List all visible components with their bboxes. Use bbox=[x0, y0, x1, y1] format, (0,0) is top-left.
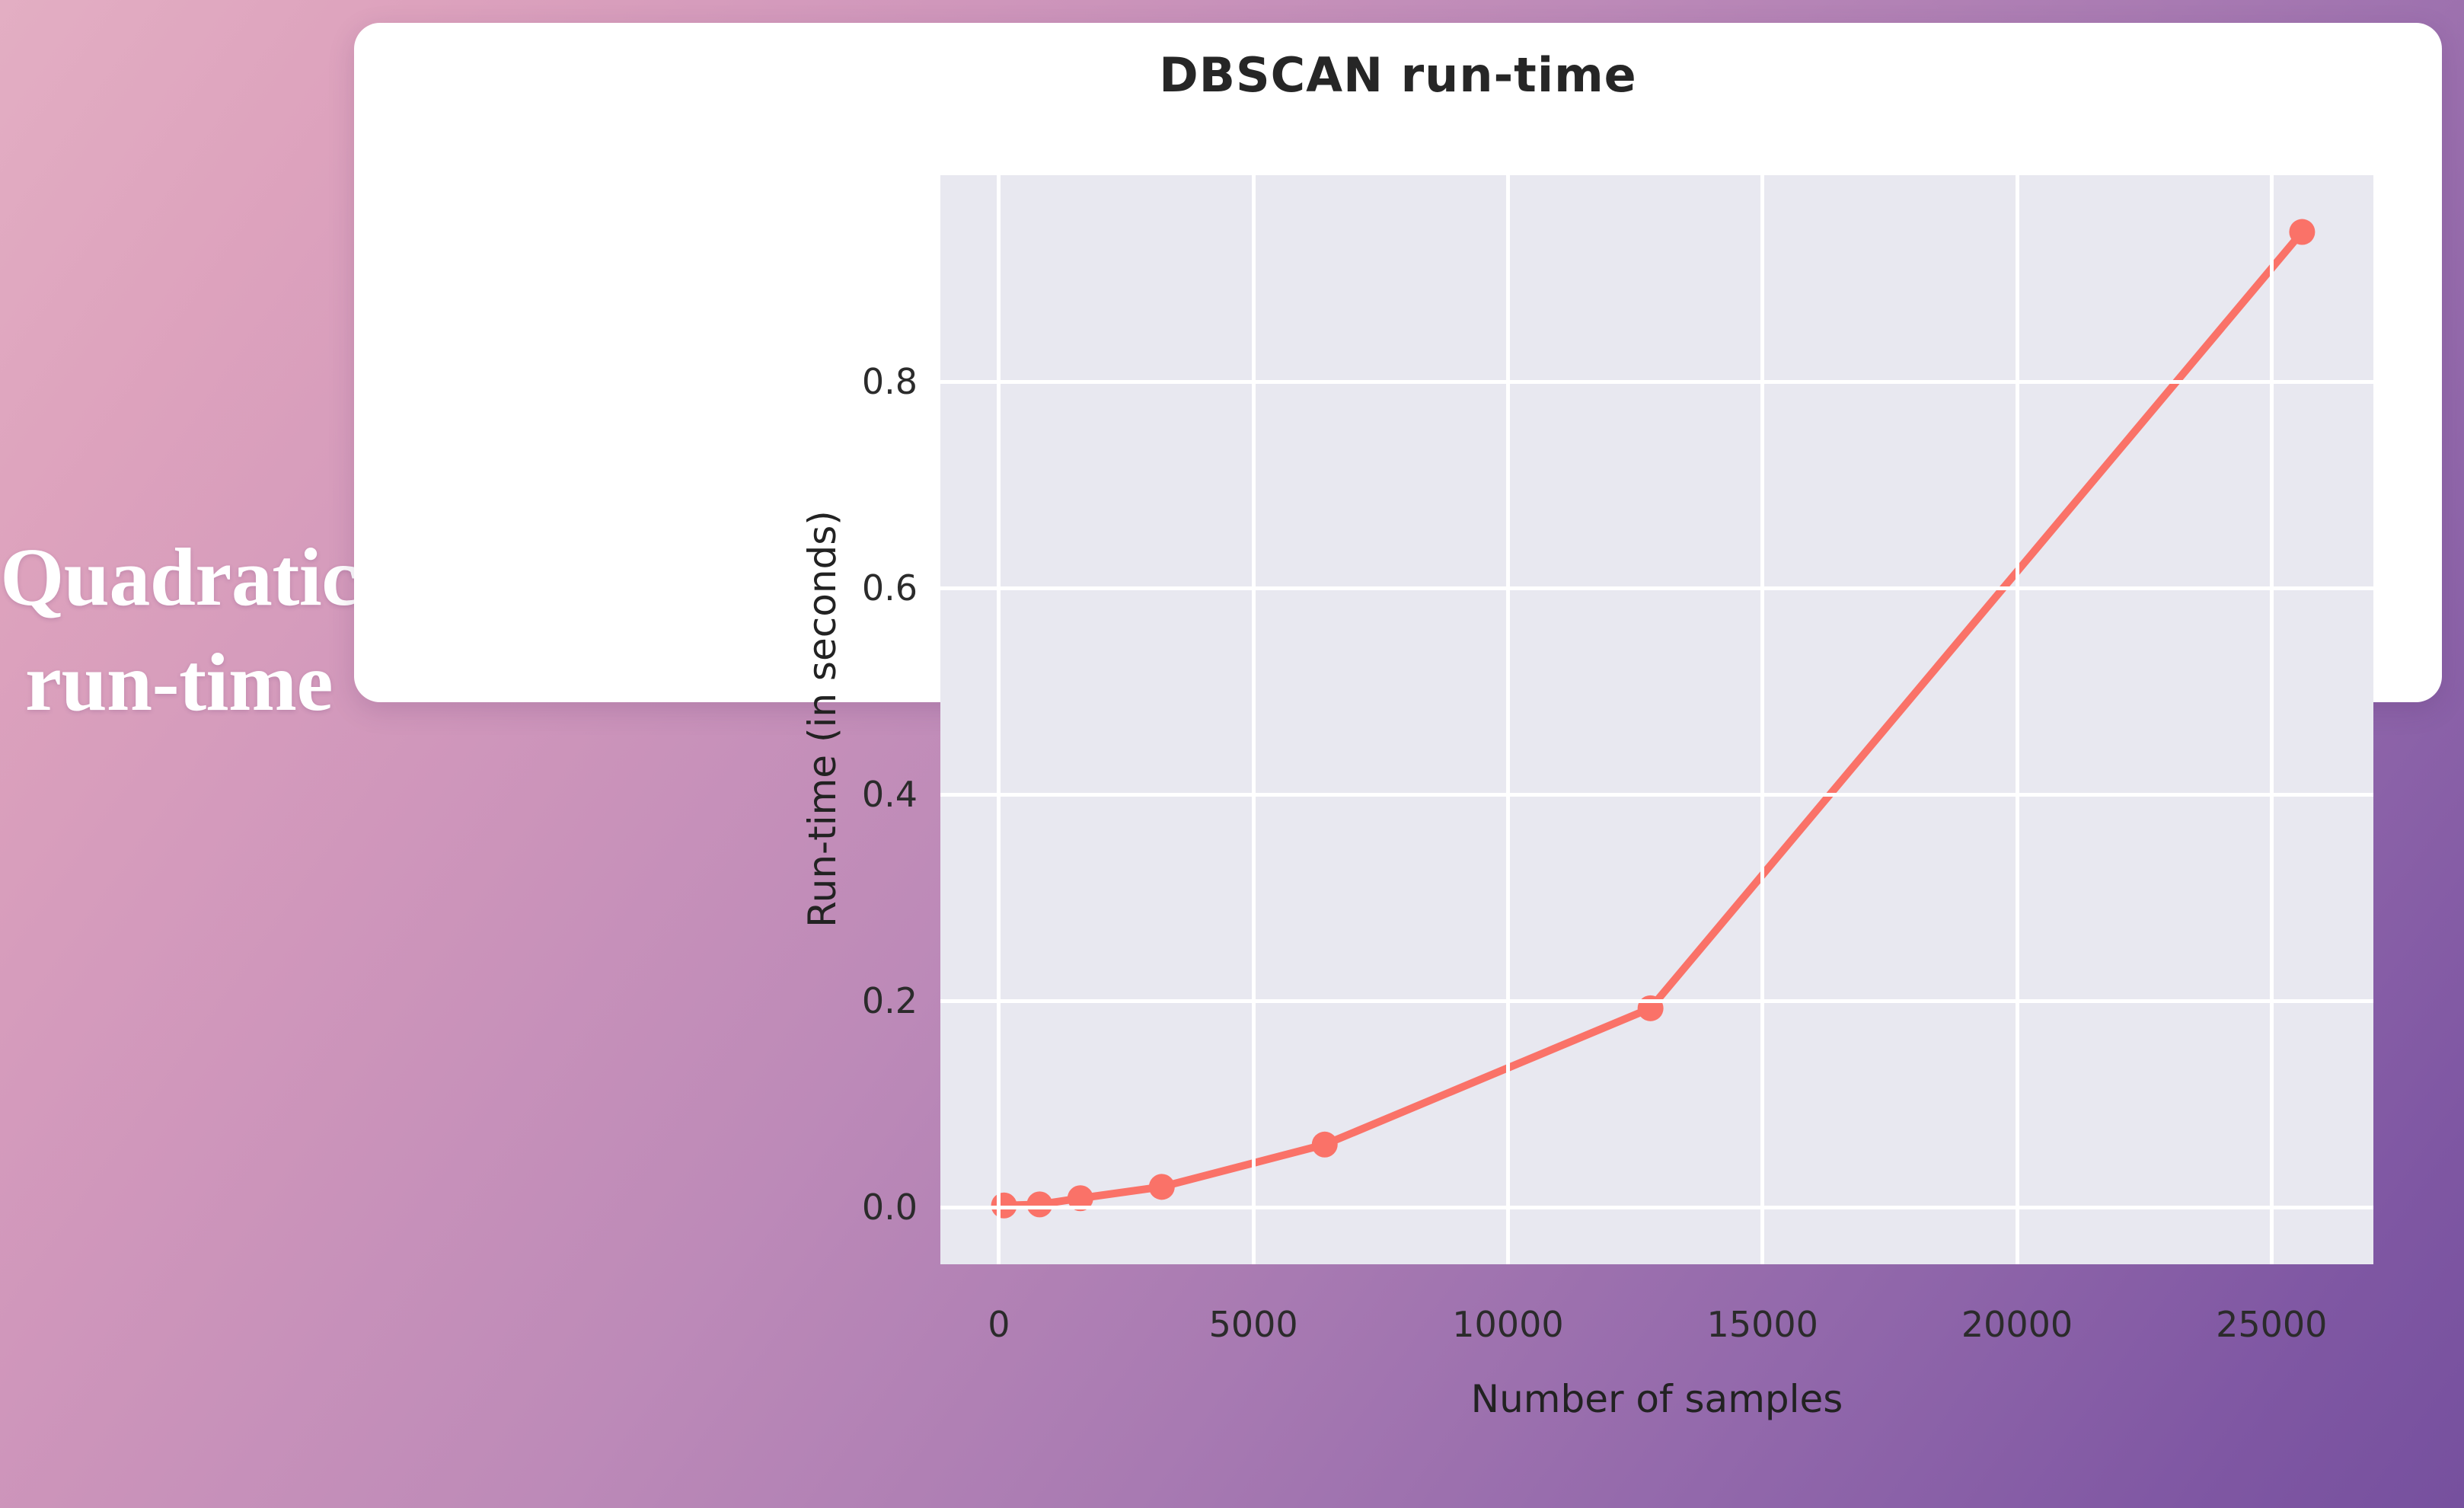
series-line-chart bbox=[991, 219, 2316, 1219]
gridline-horizontal bbox=[940, 379, 2373, 384]
y-tick-label: 0.8 bbox=[861, 361, 918, 403]
gridline-horizontal bbox=[940, 998, 2373, 1003]
gridline-vertical bbox=[997, 175, 1001, 1264]
x-tick-label: 20000 bbox=[1961, 1304, 2073, 1345]
caption-line-1: Quadratic bbox=[0, 532, 358, 623]
x-tick-label: 15000 bbox=[1706, 1304, 1818, 1345]
chart-card: DBSCAN run-time Run-time (in seconds) Nu… bbox=[354, 23, 2442, 1421]
slide-caption: Quadratic run-time bbox=[0, 526, 358, 736]
y-tick-label: 0.6 bbox=[861, 567, 918, 609]
series-line bbox=[1000, 228, 2306, 1209]
x-axis-label: Number of samples bbox=[1470, 1377, 1843, 1421]
gridline-vertical bbox=[2015, 175, 2019, 1264]
gridline-horizontal bbox=[940, 792, 2373, 797]
x-tick-label: 25000 bbox=[2216, 1304, 2328, 1345]
gridline-horizontal bbox=[940, 586, 2373, 590]
y-tick-label: 0.4 bbox=[861, 774, 918, 816]
gridline-vertical bbox=[1251, 175, 1256, 1264]
chart-title: DBSCAN run-time bbox=[1159, 47, 1637, 103]
x-tick-label: 5000 bbox=[1208, 1304, 1298, 1345]
data-point-marker bbox=[2289, 219, 2316, 245]
x-tick-label: 10000 bbox=[1452, 1304, 1564, 1345]
gridline-vertical bbox=[1505, 175, 1510, 1264]
data-point-marker bbox=[1311, 1131, 1338, 1158]
plot-area bbox=[940, 175, 2373, 1264]
data-point-marker bbox=[1026, 1191, 1053, 1218]
caption-line-2: run-time bbox=[25, 637, 333, 729]
y-tick-label: 0.2 bbox=[861, 980, 918, 1022]
gridline-horizontal bbox=[940, 1205, 2373, 1209]
x-tick-label: 0 bbox=[988, 1304, 1010, 1345]
gridline-vertical bbox=[1760, 175, 1765, 1264]
data-point-marker bbox=[1148, 1174, 1175, 1200]
gridline-vertical bbox=[2269, 175, 2274, 1264]
y-tick-label: 0.0 bbox=[861, 1187, 918, 1228]
y-axis-label: Run-time (in seconds) bbox=[800, 510, 844, 928]
